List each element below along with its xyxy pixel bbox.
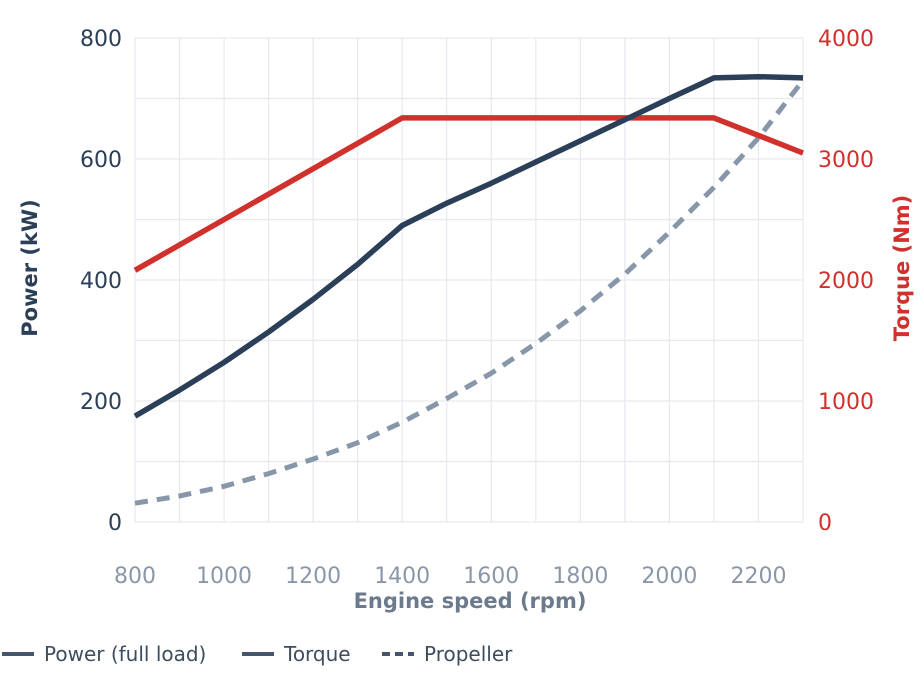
right-y-tick-label: 0 bbox=[818, 511, 832, 536]
legend-label-torque: Torque bbox=[283, 642, 351, 666]
series-line-torque bbox=[133, 115, 805, 273]
x-tick-label: 1200 bbox=[285, 564, 341, 589]
left-y-axis-title: Power (kW) bbox=[18, 199, 42, 336]
tick-labels: 800 1000 1200 1400 1600 1800 2000 2200 0 200 400 60… bbox=[80, 27, 874, 589]
legend-item-torque: Torque bbox=[242, 642, 351, 666]
right-y-axis-title: Torque (Nm) bbox=[890, 195, 914, 342]
left-y-tick-label: 200 bbox=[80, 390, 122, 415]
right-y-tick-label: 2000 bbox=[818, 269, 874, 294]
right-y-tick-label: 4000 bbox=[818, 27, 874, 52]
series-line-propeller bbox=[134, 78, 805, 506]
x-tick-label: 2000 bbox=[641, 564, 697, 589]
x-tick-label: 1600 bbox=[463, 564, 519, 589]
legend-label-power: Power (full load) bbox=[44, 642, 206, 666]
series-lines bbox=[133, 73, 805, 506]
legend-item-power: Power (full load) bbox=[2, 642, 206, 666]
left-y-tick-label: 0 bbox=[108, 511, 122, 536]
x-tick-label: 1400 bbox=[374, 564, 430, 589]
right-y-tick-label: 3000 bbox=[818, 148, 874, 173]
right-y-tick-label: 1000 bbox=[818, 390, 874, 415]
x-tick-label: 1800 bbox=[552, 564, 608, 589]
legend-label-propeller: Propeller bbox=[424, 642, 513, 666]
legend: Power (full load) Torque Propeller bbox=[2, 642, 513, 666]
x-tick-label: 1000 bbox=[196, 564, 252, 589]
left-y-tick-label: 400 bbox=[80, 269, 122, 294]
left-y-tick-label: 800 bbox=[80, 27, 122, 52]
x-tick-label: 2200 bbox=[730, 564, 786, 589]
series-line-power bbox=[133, 73, 804, 419]
left-y-tick-label: 600 bbox=[80, 148, 122, 173]
x-tick-label: 800 bbox=[114, 564, 156, 589]
x-axis-title: Engine speed (rpm) bbox=[354, 589, 587, 613]
legend-item-propeller: Propeller bbox=[382, 642, 513, 666]
grid bbox=[134, 37, 804, 523]
